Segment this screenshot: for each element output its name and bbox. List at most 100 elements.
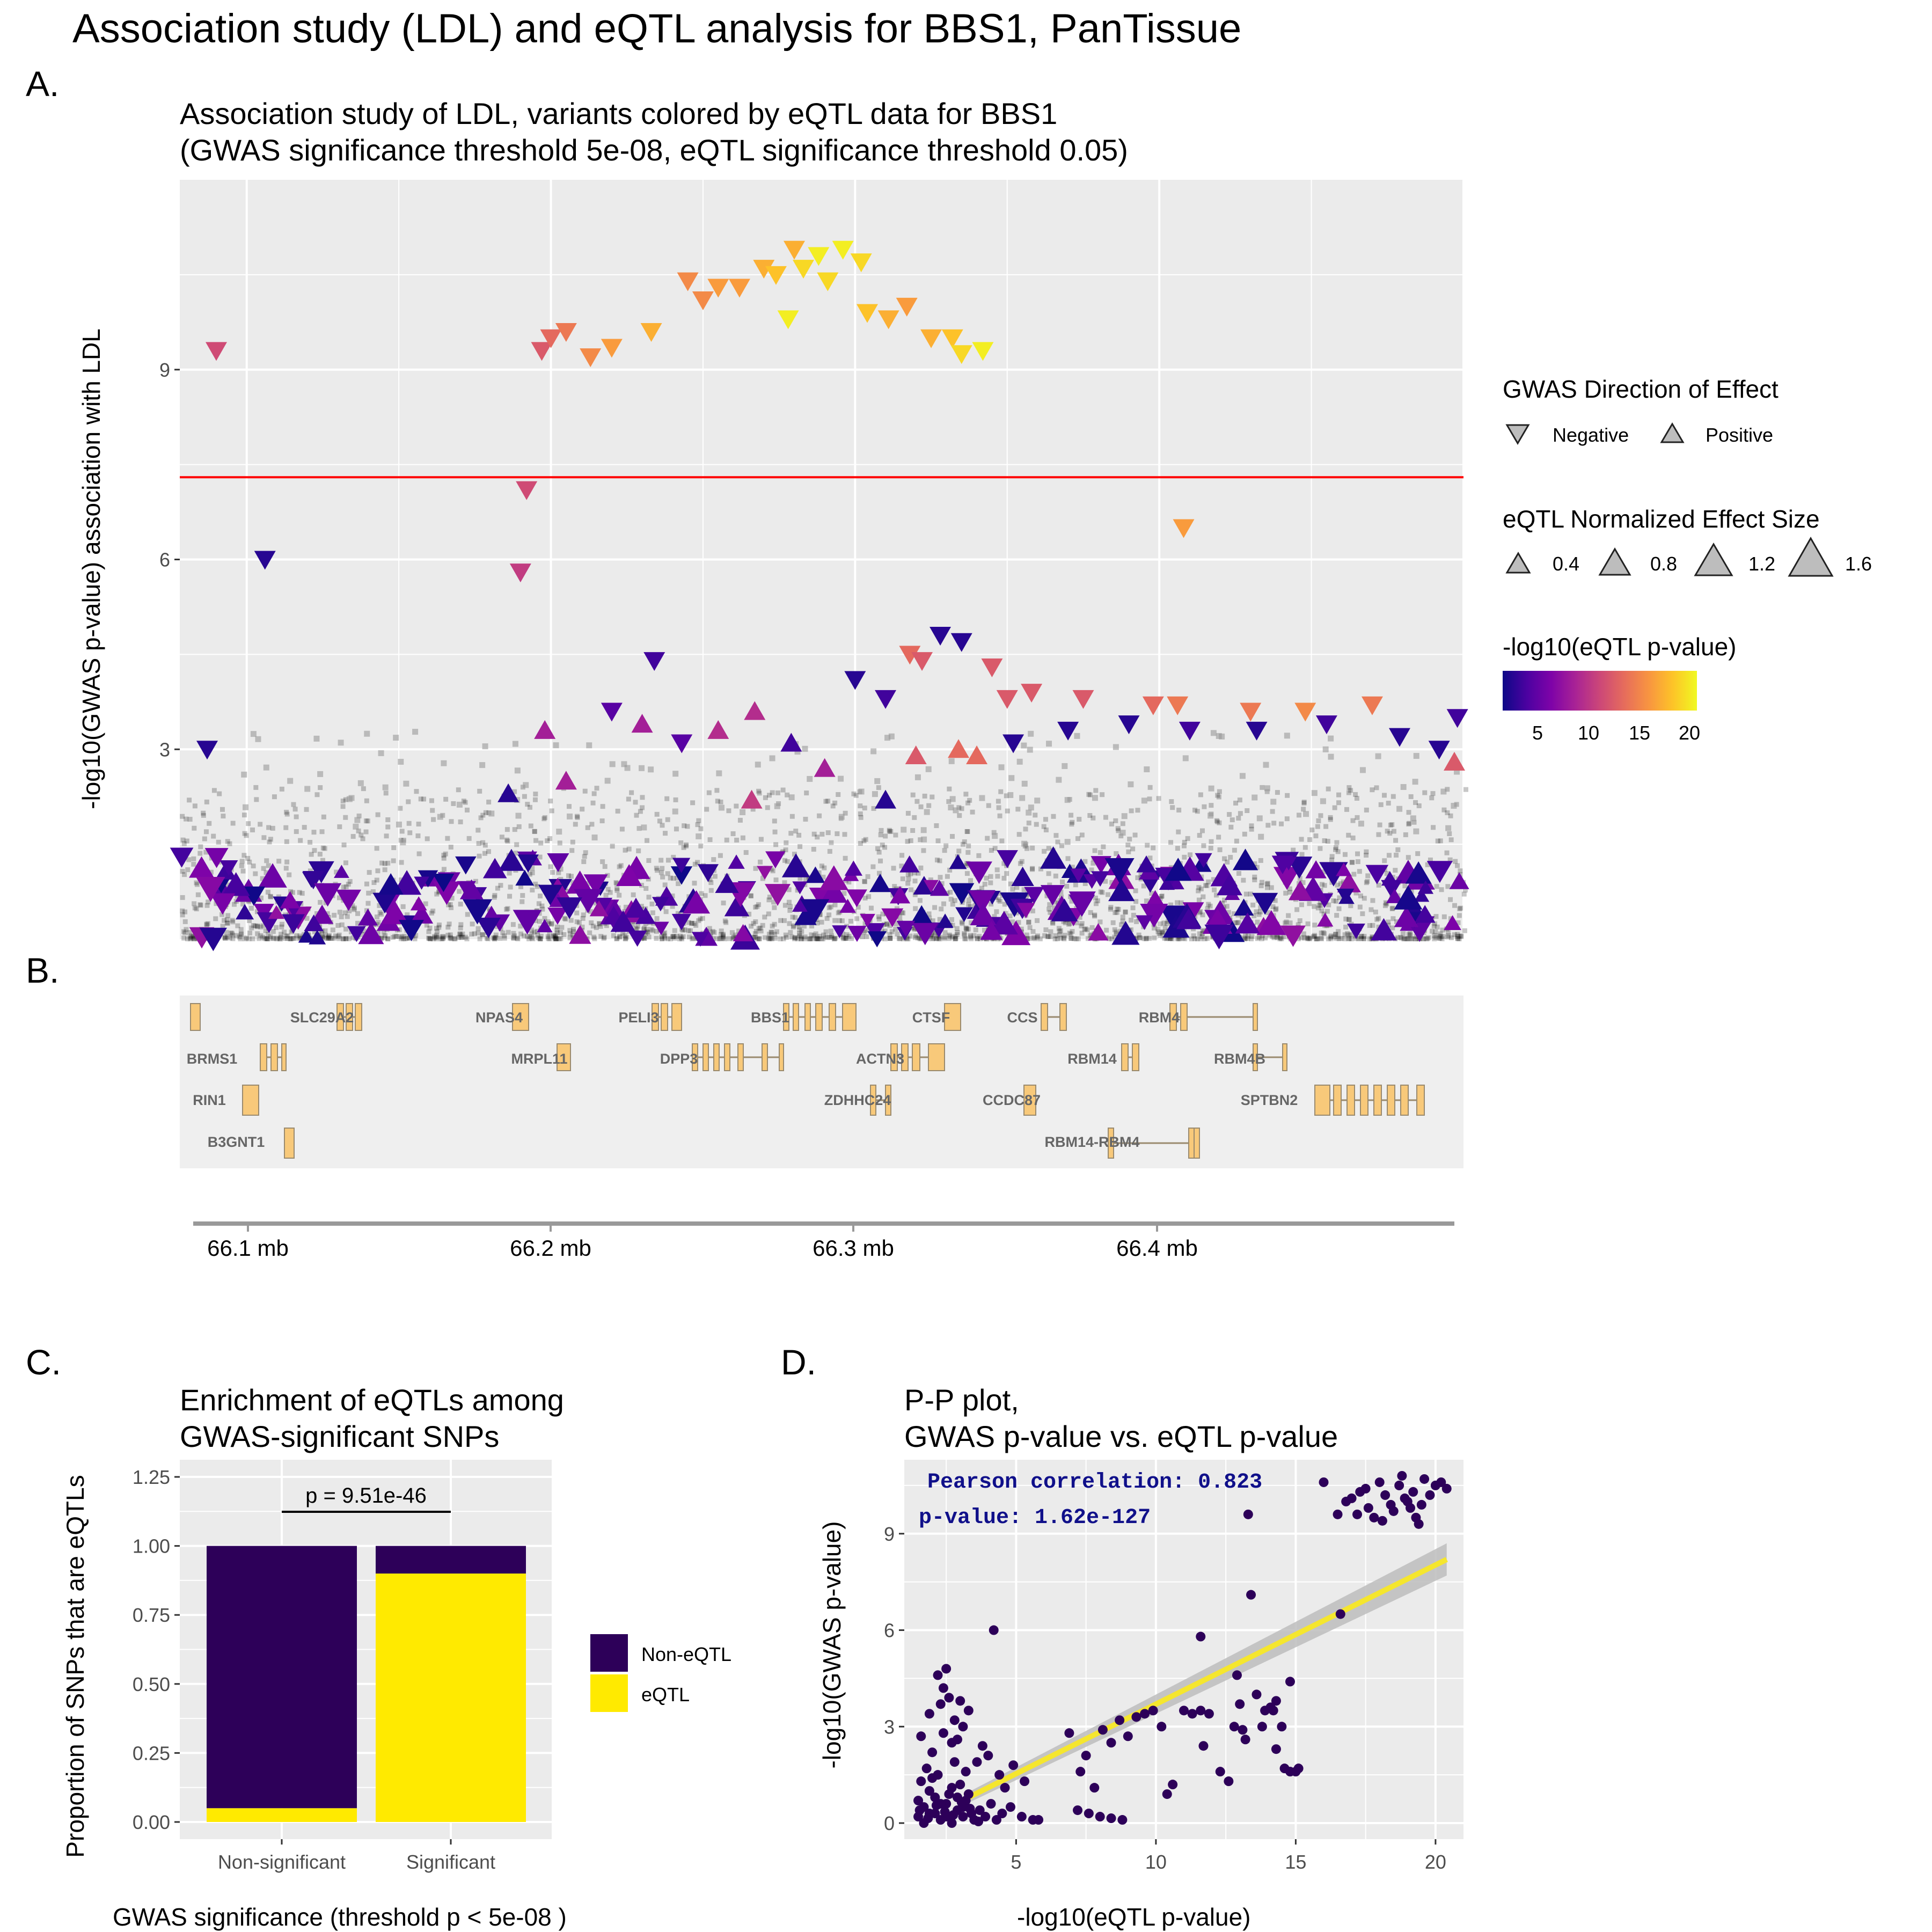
background-point (604, 923, 609, 928)
background-point (1048, 929, 1053, 934)
background-point (341, 936, 346, 941)
background-point (662, 935, 668, 941)
background-point (399, 934, 405, 940)
pp-point (1089, 1783, 1100, 1793)
background-point (749, 893, 754, 898)
background-point (641, 927, 647, 932)
background-point (1351, 872, 1357, 877)
background-point (264, 936, 269, 941)
negative-effect-point (1072, 690, 1094, 709)
background-point (364, 798, 369, 803)
background-point (1198, 909, 1203, 914)
background-point (487, 906, 492, 912)
background-point (206, 899, 211, 905)
background-point (752, 931, 758, 936)
background-point (181, 929, 187, 934)
background-point (298, 838, 303, 843)
background-point (819, 831, 825, 837)
low-eqtl-triangle (280, 891, 301, 909)
background-point (276, 859, 282, 864)
background-point (184, 816, 189, 822)
positive-effect-point (814, 758, 836, 777)
background-point (574, 910, 580, 916)
background-point (1329, 858, 1335, 863)
background-point (621, 761, 627, 767)
background-point (695, 860, 700, 865)
background-point (1328, 934, 1333, 940)
background-point (1196, 888, 1201, 894)
background-point (326, 935, 331, 940)
background-point (429, 910, 435, 916)
background-point (762, 914, 767, 920)
background-point (547, 836, 553, 841)
background-point (1168, 935, 1174, 941)
background-point (367, 870, 372, 875)
background-point (1316, 818, 1321, 823)
background-point (668, 875, 673, 881)
background-point (654, 928, 660, 934)
panel-c-title: Enrichment of eQTLs among (180, 1383, 564, 1417)
background-point (721, 901, 726, 906)
background-point (1199, 934, 1205, 939)
background-point (1162, 925, 1168, 931)
background-point (284, 859, 290, 865)
background-point (187, 930, 192, 935)
background-point (1068, 931, 1073, 936)
background-point (260, 934, 266, 940)
background-point (793, 915, 798, 920)
background-point (182, 909, 188, 914)
low-eqtl-triangle (258, 863, 287, 888)
background-point (1198, 792, 1203, 797)
background-point (492, 892, 497, 898)
background-point (334, 869, 339, 875)
background-point (1067, 921, 1073, 926)
negative-effect-point (777, 310, 799, 330)
background-point (1082, 927, 1087, 932)
background-point (1376, 832, 1381, 837)
background-point (811, 846, 816, 852)
background-point (1436, 936, 1441, 941)
background-point (436, 923, 442, 927)
background-point (279, 924, 284, 930)
background-point (1108, 906, 1113, 912)
background-point (1031, 935, 1037, 940)
background-point (568, 918, 574, 923)
background-point (581, 859, 587, 865)
background-point (654, 916, 660, 921)
background-point (1232, 920, 1238, 925)
background-point (1258, 905, 1263, 910)
pp-point (1075, 1767, 1086, 1777)
background-point (1064, 883, 1070, 889)
background-point (843, 810, 848, 816)
background-point (602, 934, 607, 940)
background-point (1446, 933, 1451, 939)
negative-effect-point (1315, 715, 1337, 735)
background-point (1429, 795, 1435, 801)
low-eqtl-triangle (969, 890, 996, 914)
background-point (518, 931, 524, 936)
background-point (1182, 755, 1189, 762)
background-point (1106, 892, 1111, 897)
gene-exon (1314, 1085, 1330, 1116)
background-point (1346, 936, 1352, 941)
panel-d-xtick-label: 15 (1285, 1851, 1306, 1873)
background-point (772, 905, 777, 910)
background-point (319, 829, 325, 835)
background-point (519, 899, 525, 904)
background-point (1003, 911, 1008, 916)
background-point (264, 858, 269, 863)
background-point (270, 929, 276, 934)
pp-point (1008, 1760, 1019, 1770)
panel-c-xlabel: GWAS significance (threshold p < 5e-08 ) (113, 1903, 567, 1931)
background-point (1274, 906, 1279, 911)
background-point (382, 784, 389, 791)
background-point (361, 786, 366, 792)
genomic-axis-tick-label: 66.4 mb (1116, 1235, 1198, 1261)
low-eqtl-triangle (1040, 846, 1067, 869)
background-point (1445, 787, 1450, 792)
low-eqtl-triangle (538, 884, 563, 906)
background-point (729, 930, 735, 935)
low-eqtl-triangle (583, 874, 608, 895)
background-point (613, 880, 619, 885)
background-point (715, 799, 720, 804)
